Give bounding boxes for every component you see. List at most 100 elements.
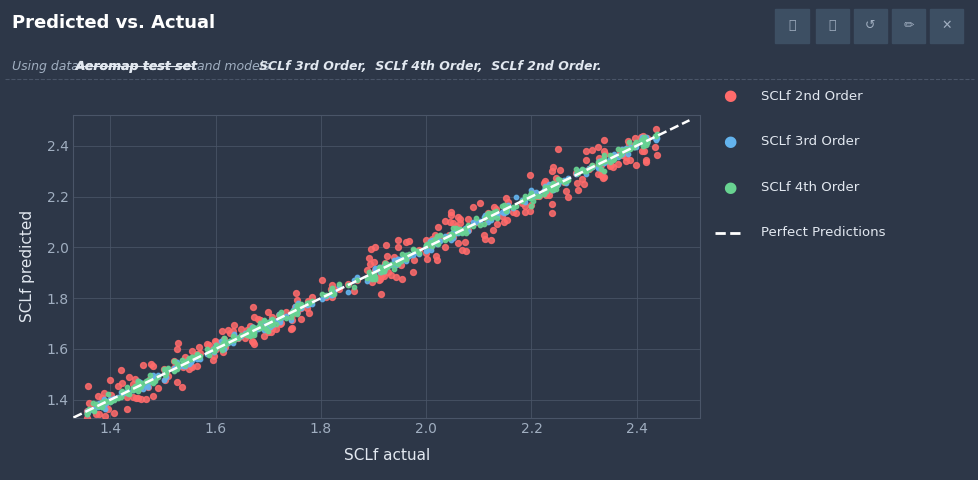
SCLf 3rd Order <box>596 157 611 165</box>
SCLf 2nd Order <box>605 152 621 160</box>
SCLf 4th Order <box>91 402 107 409</box>
SCLf 2nd Order <box>250 315 266 323</box>
SCLf 4th Order <box>94 398 110 406</box>
SCLf 2nd Order <box>530 192 546 199</box>
SCLf 2nd Order <box>614 152 630 159</box>
SCLf 4th Order <box>213 347 229 354</box>
SCLf 2nd Order <box>217 343 233 351</box>
SCLf 2nd Order <box>290 305 306 313</box>
SCLf 4th Order <box>378 260 394 268</box>
SCLf 4th Order <box>120 390 136 397</box>
SCLf 3rd Order <box>580 164 596 172</box>
SCLf 4th Order <box>430 240 446 247</box>
SCLf 2nd Order <box>422 240 438 248</box>
SCLf 3rd Order <box>405 251 421 259</box>
SCLf 2nd Order <box>393 275 409 283</box>
SCLf 4th Order <box>524 197 540 205</box>
SCLf 3rd Order <box>199 350 214 358</box>
SCLf 2nd Order <box>130 394 146 402</box>
SCLf 3rd Order <box>648 134 664 142</box>
SCLf 2nd Order <box>256 332 272 339</box>
SCLf 2nd Order <box>445 219 461 227</box>
SCLf 4th Order <box>189 350 204 358</box>
SCLf 4th Order <box>239 332 254 339</box>
SCLf 3rd Order <box>241 331 256 339</box>
SCLf 4th Order <box>208 344 224 352</box>
SCLf 2nd Order <box>361 254 377 262</box>
SCLf 2nd Order <box>552 166 567 174</box>
SCLf 2nd Order <box>378 252 394 259</box>
SCLf 4th Order <box>79 409 95 417</box>
SCLf 4th Order <box>580 165 596 173</box>
SCLf 3rd Order <box>611 151 627 158</box>
Perfect Predictions <box>683 118 694 123</box>
SCLf 3rd Order <box>436 234 452 242</box>
SCLf 2nd Order <box>150 384 165 392</box>
SCLf 3rd Order <box>98 400 113 408</box>
SCLf 3rd Order <box>252 324 268 331</box>
SCLf 2nd Order <box>166 358 182 365</box>
SCLf 2nd Order <box>637 158 652 166</box>
SCLf 4th Order <box>290 305 306 313</box>
SCLf 4th Order <box>401 250 417 258</box>
SCLf 2nd Order <box>620 137 636 145</box>
SCLf 2nd Order <box>374 271 389 278</box>
SCLf 2nd Order <box>545 164 560 171</box>
SCLf 2nd Order <box>300 297 316 305</box>
SCLf 2nd Order <box>452 219 467 227</box>
SCLf 4th Order <box>601 158 617 166</box>
SCLf 4th Order <box>597 157 612 165</box>
SCLf 3rd Order <box>498 208 513 216</box>
SCLf 2nd Order <box>613 150 629 157</box>
SCLf 3rd Order <box>166 366 182 374</box>
SCLf 3rd Order <box>181 360 197 368</box>
SCLf 2nd Order <box>442 231 458 239</box>
SCLf 3rd Order <box>390 255 406 263</box>
SCLf 3rd Order <box>541 182 556 190</box>
SCLf 3rd Order <box>98 397 113 405</box>
SCLf 3rd Order <box>97 405 112 413</box>
SCLf 2nd Order <box>634 147 649 155</box>
SCLf 4th Order <box>373 268 388 276</box>
SCLf 2nd Order <box>636 147 651 155</box>
SCLf 4th Order <box>289 310 304 317</box>
SCLf 2nd Order <box>272 312 288 319</box>
SCLf 4th Order <box>367 276 382 283</box>
SCLf 2nd Order <box>125 380 141 387</box>
SCLf 3rd Order <box>79 408 95 415</box>
SCLf 3rd Order <box>130 377 146 385</box>
SCLf 3rd Order <box>472 217 488 225</box>
SCLf 2nd Order <box>372 276 387 283</box>
SCLf 3rd Order <box>157 368 173 375</box>
SCLf 3rd Order <box>132 378 148 386</box>
SCLf 4th Order <box>200 351 216 359</box>
SCLf 2nd Order <box>628 161 644 169</box>
SCLf 4th Order <box>397 252 413 259</box>
SCLf 2nd Order <box>549 177 564 184</box>
SCLf 4th Order <box>527 192 543 200</box>
SCLf 4th Order <box>184 353 200 360</box>
SCLf 4th Order <box>450 228 466 236</box>
SCLf 4th Order <box>132 384 148 391</box>
SCLf 3rd Order <box>634 133 649 141</box>
SCLf 4th Order <box>488 208 504 216</box>
SCLf 3rd Order <box>374 264 389 271</box>
SCLf 4th Order <box>398 255 414 263</box>
SCLf 4th Order <box>349 276 365 284</box>
SCLf 2nd Order <box>216 335 232 343</box>
SCLf 2nd Order <box>476 231 492 239</box>
SCLf 4th Order <box>460 222 475 230</box>
Perfect Predictions <box>210 346 222 351</box>
SCLf 2nd Order <box>214 348 230 356</box>
SCLf 4th Order <box>595 155 610 163</box>
SCLf 2nd Order <box>485 226 501 234</box>
SCLf 2nd Order <box>593 161 608 169</box>
SCLf 4th Order <box>85 400 101 408</box>
SCLf 3rd Order <box>250 325 266 333</box>
SCLf 3rd Order <box>442 231 458 239</box>
SCLf 3rd Order <box>393 254 409 262</box>
SCLf 4th Order <box>460 221 475 229</box>
SCLf 3rd Order <box>584 163 600 170</box>
SCLf 3rd Order <box>522 194 538 202</box>
SCLf 4th Order <box>635 142 650 150</box>
